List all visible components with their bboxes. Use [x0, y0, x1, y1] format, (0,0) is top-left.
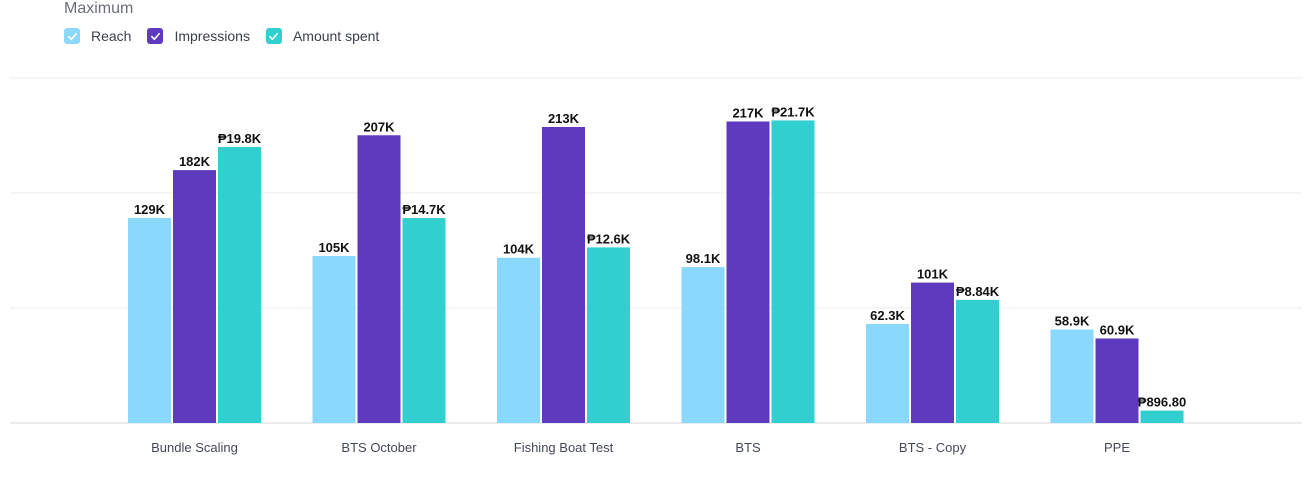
- legend-label-amount-spent: Amount spent: [292, 28, 380, 44]
- data-label: ₱12.6K: [587, 231, 631, 246]
- data-label: 105K: [318, 240, 350, 255]
- data-label: ₱896.80: [1138, 395, 1186, 410]
- data-label: 207K: [363, 119, 395, 134]
- checkbox-impressions[interactable]: [147, 28, 164, 44]
- data-label: 213K: [548, 111, 580, 126]
- data-label: 182K: [179, 154, 211, 169]
- check-icon: [67, 32, 77, 40]
- x-tick-label: BTS October: [341, 440, 417, 455]
- bar-reach[interactable]: [681, 267, 725, 423]
- data-label: ₱8.84K: [956, 284, 1000, 299]
- bar-reach[interactable]: [497, 257, 540, 423]
- legend-item-amount-spent[interactable]: Amount spent: [265, 28, 380, 44]
- x-tick-label: Bundle Scaling: [151, 440, 238, 455]
- bar-impressions[interactable]: [542, 126, 585, 424]
- data-label: ₱21.7K: [771, 104, 815, 119]
- bar-amount-spent[interactable]: [218, 147, 261, 423]
- bar-amount-spent[interactable]: [1140, 410, 1184, 423]
- chart-legend: Reach Impressions Amount spent: [64, 28, 395, 44]
- legend-label-reach: Reach: [91, 28, 132, 44]
- chart-title: Maximum: [64, 0, 134, 17]
- legend-item-impressions[interactable]: Impressions: [147, 28, 250, 44]
- bar-amount-spent[interactable]: [587, 247, 630, 423]
- x-tick-label: Fishing Boat Test: [514, 440, 614, 455]
- legend-item-reach[interactable]: Reach: [64, 28, 131, 44]
- x-tick-label: BTS: [735, 440, 761, 455]
- check-icon: [150, 32, 160, 40]
- data-label: 217K: [732, 105, 764, 120]
- data-label: 62.3K: [870, 308, 905, 323]
- x-tick-label: PPE: [1104, 440, 1130, 455]
- bar-impressions[interactable]: [726, 121, 770, 423]
- checkbox-amount-spent[interactable]: [265, 28, 282, 44]
- bar-amount-spent[interactable]: [956, 299, 999, 423]
- check-icon: [269, 32, 279, 40]
- x-tick-label: BTS - Copy: [899, 440, 967, 455]
- bar-reach[interactable]: [866, 323, 909, 423]
- bar-reach[interactable]: [1050, 329, 1094, 423]
- bar-reach[interactable]: [312, 256, 356, 423]
- data-label: 98.1K: [686, 251, 721, 266]
- bar-impressions[interactable]: [911, 282, 954, 423]
- bar-impressions[interactable]: [173, 170, 216, 423]
- data-label: ₱14.7K: [402, 202, 446, 217]
- bar-impressions[interactable]: [357, 135, 401, 423]
- data-label: 104K: [503, 242, 535, 257]
- data-label: 58.9K: [1055, 314, 1090, 329]
- bar-impressions[interactable]: [1095, 338, 1139, 423]
- bar-amount-spent[interactable]: [402, 218, 446, 423]
- data-label: 129K: [134, 202, 166, 217]
- data-label: ₱19.8K: [218, 131, 262, 146]
- checkbox-reach[interactable]: [64, 28, 80, 44]
- bar-reach[interactable]: [128, 218, 171, 423]
- data-label: 60.9K: [1100, 322, 1135, 337]
- bar-amount-spent[interactable]: [771, 120, 815, 423]
- data-label: 101K: [917, 267, 949, 282]
- legend-label-impressions: Impressions: [174, 28, 250, 44]
